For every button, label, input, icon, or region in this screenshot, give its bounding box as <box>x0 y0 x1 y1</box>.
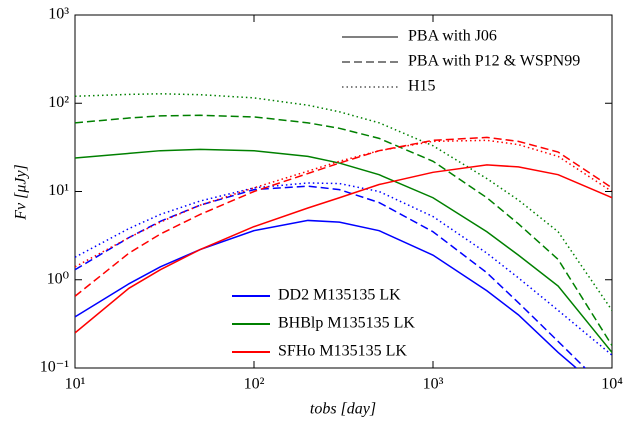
plot-area <box>75 93 612 368</box>
legend-label: DD2 M135135 LK <box>278 287 401 304</box>
y-tick-label: 10³ <box>48 6 69 23</box>
x-tick-label: 10¹ <box>65 376 86 393</box>
line-curve <box>75 93 612 311</box>
y-tick-label: 10⁻¹ <box>40 359 69 376</box>
y-tick-label: 10⁰ <box>47 270 69 287</box>
legend-label: PBA with P12 & WSPN99 <box>408 53 580 70</box>
x-axis-label: tobs [day] <box>310 401 376 418</box>
x-tick-label: 10³ <box>423 376 444 393</box>
legend-label: H15 <box>408 78 436 95</box>
legend-label: PBA with J06 <box>408 28 497 45</box>
y-tick-label: 10² <box>48 94 69 111</box>
line-curve <box>75 148 612 353</box>
x-tick-label: 10⁴ <box>601 376 623 393</box>
legend-label: BHBlp M135135 LK <box>278 315 415 332</box>
legend-label: SFHo M135135 LK <box>278 343 407 360</box>
line-curve <box>75 182 612 356</box>
line-curve <box>75 219 578 368</box>
y-axis-label: Fν [μJy] <box>13 164 30 221</box>
line-curve <box>75 139 612 268</box>
x-tick-label: 10² <box>244 376 265 393</box>
line-curve <box>75 114 612 346</box>
line-curve <box>75 136 612 297</box>
y-tick-label: 10¹ <box>48 182 69 199</box>
line-curve <box>75 164 612 334</box>
line-curve <box>75 185 587 368</box>
